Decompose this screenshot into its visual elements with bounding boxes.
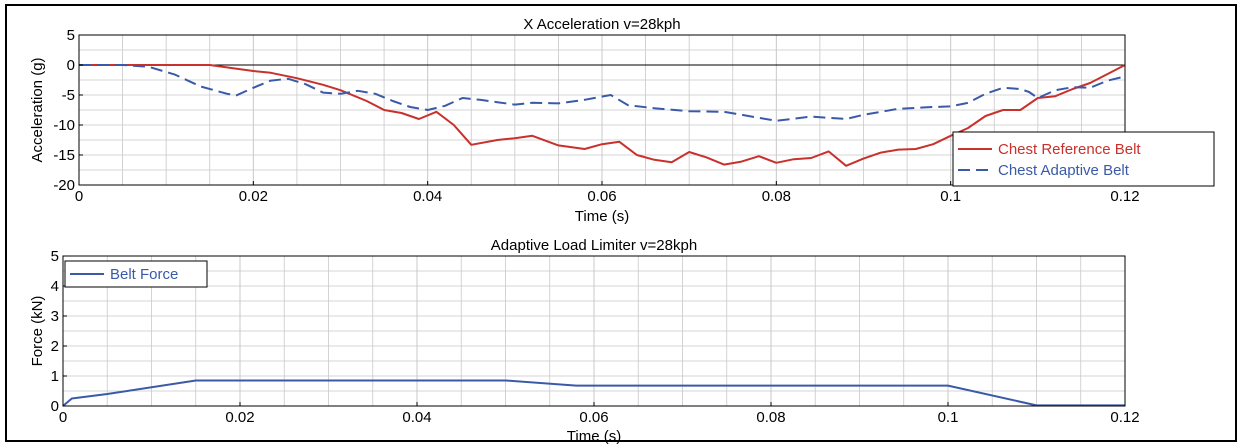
force-chart: 0 0.02 0.04 0.06 0.08 0.1 0.12 5 4 3 2 1 0 Adaptive … bbox=[29, 237, 1140, 444]
acceleration-y-tick-label: -10 bbox=[53, 117, 75, 134]
acceleration-x-tick-label: 0 bbox=[75, 188, 83, 205]
acceleration-chart: 0 0.02 0.04 0.06 0.08 0.1 0.12 5 0 -5 -10 -15 -20 X … bbox=[29, 16, 1215, 225]
force-y-tick-label: 1 bbox=[51, 368, 59, 385]
acceleration-series-chest-reference-belt bbox=[79, 64, 1126, 167]
force-x-axis-label: Time (s) bbox=[567, 428, 621, 444]
force-y-axis-label: Force (kN) bbox=[29, 296, 46, 367]
force-legend: Belt Force bbox=[64, 260, 208, 288]
force-x-tick-label: 0.12 bbox=[1110, 409, 1139, 426]
legend-label-reference: Chest Reference Belt bbox=[998, 141, 1141, 158]
acceleration-x-tick-label: 0.04 bbox=[413, 188, 442, 205]
force-x-tick-label: 0.04 bbox=[402, 409, 431, 426]
force-series bbox=[62, 379, 1125, 407]
acceleration-x-tick-label: 0.08 bbox=[762, 188, 791, 205]
force-x-tick-label: 0 bbox=[59, 409, 67, 426]
force-x-tick-label: 0.08 bbox=[756, 409, 785, 426]
acceleration-x-axis-label: Time (s) bbox=[575, 208, 629, 225]
acceleration-y-axis-label: Acceleration (g) bbox=[29, 57, 46, 162]
acceleration-legend-box bbox=[952, 131, 1215, 187]
force-x-tick-label: 0.06 bbox=[579, 409, 608, 426]
force-chart-title: Adaptive Load Limiter v=28kph bbox=[491, 237, 697, 254]
acceleration-series bbox=[79, 64, 1126, 167]
acceleration-x-tick-label: 0.1 bbox=[940, 188, 961, 205]
force-y-tick-label: 2 bbox=[51, 338, 59, 355]
force-series-belt-force bbox=[62, 379, 1125, 407]
legend-label-belt-force: Belt Force bbox=[110, 266, 178, 283]
acceleration-y-tick-label: -5 bbox=[62, 87, 75, 104]
force-x-tick-label: 0.02 bbox=[225, 409, 254, 426]
acceleration-tick-labels: 0 0.02 0.04 0.06 0.08 0.1 0.12 5 0 -5 -10 -15 -20 bbox=[53, 27, 1139, 205]
acceleration-y-tick-label: -15 bbox=[53, 147, 75, 164]
force-y-tick-label: 3 bbox=[51, 308, 59, 325]
acceleration-series-chest-adaptive-belt bbox=[79, 64, 1126, 122]
acceleration-y-tick-label: 0 bbox=[67, 57, 75, 74]
acceleration-y-tick-label: 5 bbox=[67, 27, 75, 44]
force-y-tick-label: 4 bbox=[51, 278, 59, 295]
acceleration-chart-title: X Acceleration v=28kph bbox=[523, 16, 680, 33]
force-y-tick-label: 5 bbox=[51, 248, 59, 265]
acceleration-x-tick-label: 0.02 bbox=[239, 188, 268, 205]
figure-frame: 0 0.02 0.04 0.06 0.08 0.1 0.12 5 0 -5 -10 -15 -20 X … bbox=[5, 4, 1237, 444]
legend-label-adaptive: Chest Adaptive Belt bbox=[998, 162, 1130, 179]
force-x-tick-label: 0.1 bbox=[938, 409, 959, 426]
acceleration-x-tick-label: 0.12 bbox=[1110, 188, 1139, 205]
acceleration-legend: Chest Reference Belt Chest Adaptive Belt bbox=[952, 131, 1215, 187]
force-y-tick-label: 0 bbox=[51, 398, 59, 415]
force-tick-labels: 0 0.02 0.04 0.06 0.08 0.1 0.12 5 4 3 2 1 0 bbox=[51, 248, 1140, 426]
acceleration-x-tick-label: 0.06 bbox=[587, 188, 616, 205]
acceleration-y-tick-label: -20 bbox=[53, 177, 75, 194]
